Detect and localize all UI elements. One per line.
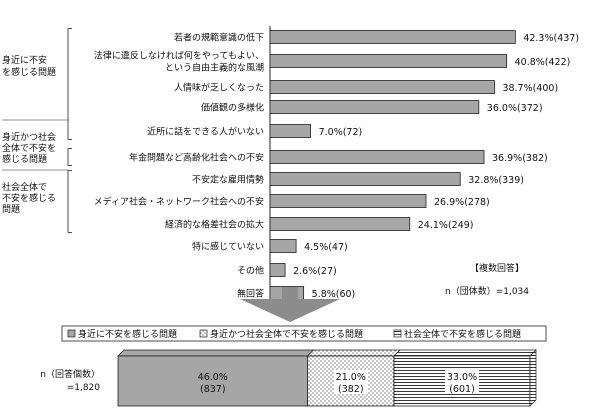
bar [269,124,311,138]
group-label: を感じる問題 [2,66,56,78]
category-label: 若者の規範意識の低下 [174,32,264,44]
category-label: その他 [237,265,264,277]
category-label: 無回答 [237,288,264,300]
segment-count-label: (382) [338,384,364,395]
category-label: メディア社会・ネットワーク社会への不安 [94,196,264,208]
stack-segment-top [117,349,315,357]
stacked-bar: n（回答個数） =1,820 46.0%(837) 21.0%(382) 33.0%(6… [40,349,537,407]
category-label: 不安定な雇用情勢 [192,174,264,186]
data-label: 24.1%(249) [418,220,474,231]
category-label: 特に感じていない [192,241,264,253]
bar [269,150,485,164]
group-label: 感じる問題 [2,153,47,165]
category-label: 年金問題など高齢化社会への不安 [129,152,264,164]
category-label: 人情味が乏しくなった [174,82,264,94]
stack-row-label: =1,820 [67,383,101,393]
data-label: 26.9%(278) [434,197,490,208]
stack-side-face [529,349,537,407]
down-arrow-icon [240,287,340,322]
category-label: という自由主義的な風潮 [165,62,264,74]
bar [269,30,516,44]
bar [269,54,508,68]
bars-layer: 若者の規範意識の低下 42.3%(437) 法律に違反しなければ何をやってもよい、と… [94,26,579,302]
bar [269,172,461,186]
category-label: 法律に違反しなければ何をやってもよい、 [94,50,264,62]
legend-label: 社会全体で不安を感じる問題 [404,328,521,340]
data-label: 36.0%(372) [487,103,543,114]
bar [269,80,495,94]
segment-percent-label: 33.0% [447,372,477,383]
stack-row-label: n（回答個数） [40,368,100,380]
bar [269,239,297,253]
segment-count-label: (601) [449,384,475,395]
data-label: 7.0%(72) [319,127,363,138]
data-label: 4.5%(47) [304,242,348,253]
multiple-answer-note: 【複数回答】 [470,262,524,274]
data-label: 42.3%(437) [523,33,579,44]
stack-segment [117,355,308,407]
group-label: 問題 [2,204,20,215]
sample-size-note: n（団体数）=1,034 [445,285,529,297]
group-label: 社会全体で [2,181,47,193]
group-label: 不安を感じる [2,192,56,204]
legend-swatch [199,329,208,338]
bar [269,100,480,114]
legend-label: 身近に不安を感じる問題 [78,328,177,340]
bar [269,217,411,231]
stacked-bar-chart: 身近に不安を感じる問題 身近かつ社会全体で不安を感じる問題 社会全体で不安を感じる問… [40,325,547,407]
data-label: 32.8%(339) [468,175,524,186]
group-labels-layer: 身近に不安を感じる問題身近かつ社会全体で不安を感じる問題社会全体で不安を感じる問… [2,28,72,233]
segment-count-label: (837) [200,384,226,395]
group-label: 身近かつ社会 [2,131,56,143]
category-label: 近所に話をできる人がいない [147,126,264,138]
data-label: 5.8%(60) [312,289,356,300]
legend-swatch [67,329,76,338]
data-label: 2.6%(27) [293,266,337,277]
legend: 身近に不安を感じる問題 身近かつ社会全体で不安を感じる問題 社会全体で不安を感じる問… [61,325,547,342]
data-label: 38.7%(400) [502,83,558,94]
category-label: 経済的な格差社会の拡大 [165,219,264,231]
segment-percent-label: 21.0% [336,372,366,383]
data-label: 36.9%(382) [492,153,548,164]
group-label: 身近に不安 [2,54,47,66]
top-bar-chart: 若者の規範意識の低下 42.3%(437) 法律に違反しなければ何をやってもよい、と… [2,26,579,302]
bar [269,263,286,277]
bar [269,194,427,208]
legend-box [61,325,547,342]
legend-label: 身近かつ社会全体で不安を感じる問題 [210,328,363,340]
segment-percent-label: 46.0% [198,372,228,383]
notes-layer: 【複数回答】 n（団体数）=1,034 [445,262,529,297]
segment-label-bg [445,370,480,394]
stack-segment-top [393,349,537,357]
group-label: 全体で不安を [2,142,56,154]
data-label: 40.8%(422) [515,57,571,68]
segment-label-bg [333,370,368,394]
category-label: 価値観の多様化 [201,102,264,114]
stack-segment-top [306,349,401,357]
legend-swatch [393,329,402,338]
